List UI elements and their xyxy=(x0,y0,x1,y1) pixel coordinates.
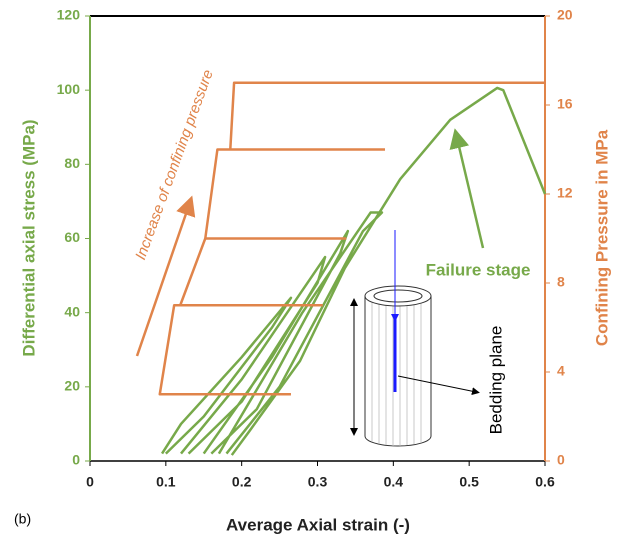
y-tick-label: 120 xyxy=(57,7,81,23)
x-tick-label: 0.5 xyxy=(459,474,479,490)
annotation: Bedding plane xyxy=(486,326,505,435)
y2-tick-label: 20 xyxy=(557,7,573,23)
y-tick-label: 40 xyxy=(64,303,80,319)
x-tick-label: 0.3 xyxy=(308,474,328,490)
y-axis-label: Differential axial stress (MPa) xyxy=(19,119,38,356)
x-tick-label: 0 xyxy=(86,474,94,490)
x-tick-label: 0.6 xyxy=(535,474,555,490)
x-tick-label: 0.1 xyxy=(156,474,176,490)
x-axis-label: Average Axial strain (-) xyxy=(226,515,410,534)
y2-axis-label: Confining Pressure in MPa xyxy=(592,129,611,346)
y2-tick-label: 16 xyxy=(557,96,573,112)
y2-tick-label: 8 xyxy=(557,274,565,290)
panel-label: (b) xyxy=(14,511,31,527)
y-tick-label: 100 xyxy=(57,81,81,97)
x-tick-label: 0.4 xyxy=(384,474,404,490)
y-tick-label: 0 xyxy=(72,452,80,468)
y-tick-label: 80 xyxy=(64,155,80,171)
series-line xyxy=(160,86,547,456)
failure-arrow xyxy=(449,128,485,249)
y-tick-label: 20 xyxy=(64,378,80,394)
annotation: Increase of confining pressure xyxy=(132,67,217,262)
series-line xyxy=(158,81,545,396)
y-tick-label: 60 xyxy=(64,229,80,245)
y2-tick-label: 0 xyxy=(557,452,565,468)
annotation: Failure stage xyxy=(426,260,531,279)
pressure-arrow xyxy=(135,195,196,357)
x-tick-label: 0.2 xyxy=(232,474,252,490)
specimen-sketch xyxy=(350,230,480,447)
y2-tick-label: 12 xyxy=(557,185,573,201)
y2-tick-label: 4 xyxy=(557,363,565,379)
